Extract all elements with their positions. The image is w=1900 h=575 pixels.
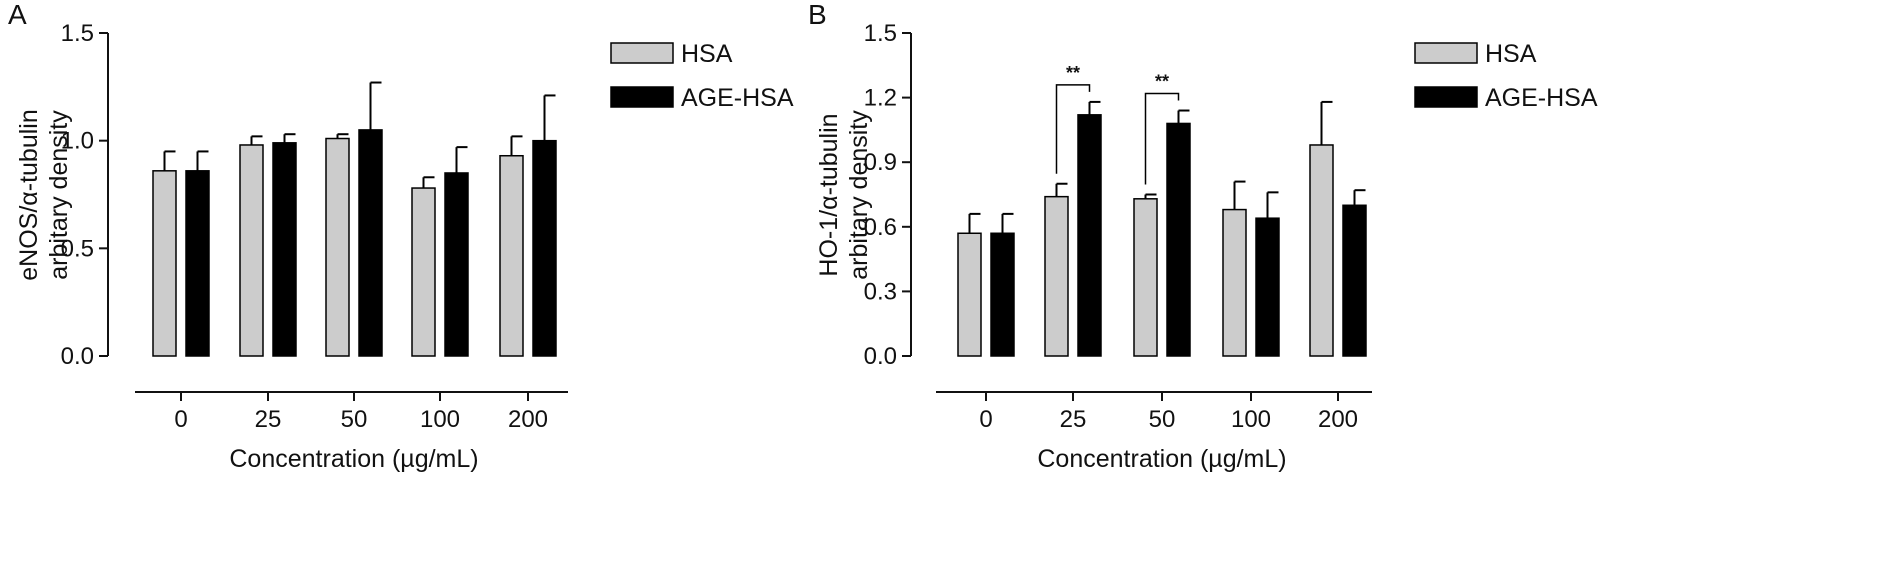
y-tick-label: 0.3 bbox=[864, 278, 897, 305]
x-tick-label: 25 bbox=[1060, 406, 1087, 433]
legend-swatch-age-hsa bbox=[1414, 86, 1478, 108]
legend-swatch-age-hsa bbox=[610, 86, 674, 108]
bar-hsa-0 bbox=[152, 170, 177, 357]
bar-age-hsa-50 bbox=[1166, 122, 1191, 357]
legend-label: HSA bbox=[1485, 40, 1537, 68]
significance-bracket bbox=[1144, 92, 1180, 185]
bar-age-hsa-0 bbox=[990, 232, 1015, 357]
chart-panel-a: A 0.0 0.5 1.0 1.5 eNOS/α-tubulin arbitary dens… bbox=[8, 0, 794, 473]
y-tick-label: 0.6 bbox=[864, 214, 897, 241]
bar-age-hsa-100 bbox=[444, 172, 469, 357]
y-tick-label: 1.2 bbox=[864, 85, 897, 112]
x-tick-label: 50 bbox=[341, 406, 368, 433]
x-axis-title: Concentration (µg/mL) bbox=[1037, 445, 1286, 473]
bar-age-hsa-200 bbox=[532, 139, 557, 357]
x-tick-label: 200 bbox=[508, 406, 548, 433]
y-axis-title-line-2: arbitary density bbox=[845, 110, 873, 280]
bar-hsa-200 bbox=[1309, 144, 1334, 357]
y-tick-label: 0.9 bbox=[864, 149, 897, 176]
legend-label: HSA bbox=[681, 40, 733, 68]
panel-label: A bbox=[8, 0, 27, 30]
bar-age-hsa-100 bbox=[1255, 217, 1280, 357]
y-axis-title-line-1: eNOS/α-tubulin bbox=[15, 109, 43, 280]
y-axis-title-line-2: arbitary density bbox=[45, 110, 73, 280]
bar-age-hsa-50 bbox=[358, 129, 383, 357]
bar-hsa-200 bbox=[499, 154, 524, 357]
bar-age-hsa-25 bbox=[272, 142, 297, 357]
legend-swatch-hsa bbox=[610, 42, 674, 64]
y-axis-title-line-1: HO-1/α-tubulin bbox=[815, 113, 843, 276]
y-tick-label: 0.0 bbox=[864, 343, 897, 370]
x-tick-label: 100 bbox=[420, 406, 460, 433]
y-tick-label: 0.5 bbox=[61, 235, 94, 262]
y-tick-label: 1.0 bbox=[61, 128, 94, 155]
significance-label: ** bbox=[1066, 63, 1080, 83]
x-tick-label: 50 bbox=[1149, 406, 1176, 433]
bar-hsa-25 bbox=[1044, 195, 1069, 357]
x-tick-label: 0 bbox=[174, 406, 187, 433]
significance-label: ** bbox=[1155, 72, 1169, 92]
x-tick-label: 100 bbox=[1231, 406, 1271, 433]
x-tick-label: 25 bbox=[255, 406, 282, 433]
significance-bracket bbox=[1055, 84, 1091, 174]
legend-swatch-hsa bbox=[1414, 42, 1478, 64]
x-tick-label: 200 bbox=[1318, 406, 1358, 433]
legend-label: AGE-HSA bbox=[681, 84, 794, 112]
bar-hsa-100 bbox=[1222, 208, 1247, 357]
bar-age-hsa-200 bbox=[1342, 204, 1367, 357]
y-tick-label: 1.5 bbox=[864, 20, 897, 47]
bar-hsa-0 bbox=[957, 232, 982, 357]
bar-hsa-50 bbox=[325, 137, 350, 357]
bar-hsa-50 bbox=[1133, 198, 1158, 357]
legend-label: AGE-HSA bbox=[1485, 84, 1598, 112]
bar-hsa-100 bbox=[411, 187, 436, 357]
y-tick-label: 0.0 bbox=[61, 343, 94, 370]
chart-panel-b: B 0.0 0.3 0.6 0.9 1.2 1.5 HO-1/α-tubulin arbitar… bbox=[808, 0, 1598, 473]
y-tick-label: 1.5 bbox=[61, 20, 94, 47]
x-tick-label: 0 bbox=[979, 406, 992, 433]
x-axis-title: Concentration (µg/mL) bbox=[229, 445, 478, 473]
bar-age-hsa-0 bbox=[185, 170, 210, 357]
bar-age-hsa-25 bbox=[1077, 114, 1102, 357]
panel-label: B bbox=[808, 0, 827, 30]
bar-hsa-25 bbox=[239, 144, 264, 357]
